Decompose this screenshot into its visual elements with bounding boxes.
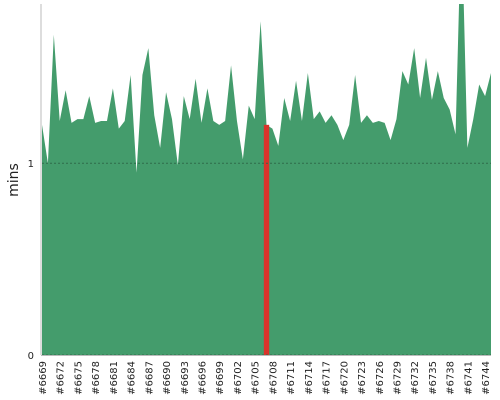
x-tick-label: #6723 <box>357 361 368 395</box>
x-tick-label: #6705 <box>251 361 262 395</box>
x-tick-label: #6696 <box>198 361 209 395</box>
x-tick-label: #6735 <box>428 361 439 395</box>
x-tick-label: #6672 <box>56 361 67 395</box>
y-tick-label: 0 <box>28 351 34 362</box>
x-tick-label: #6741 <box>463 361 474 395</box>
x-tick-label: #6726 <box>375 361 386 395</box>
x-tick-label: #6675 <box>73 361 84 395</box>
x-tick-label: #6729 <box>392 361 403 395</box>
x-tick-label: #6702 <box>233 361 244 395</box>
x-tick-label: #6678 <box>91 361 102 395</box>
x-tick-label: #6744 <box>481 361 492 395</box>
x-tick-label: #6699 <box>215 361 226 395</box>
x-tick-label: #6693 <box>180 361 191 395</box>
highlight-bar <box>263 124 270 355</box>
x-tick-label: #6708 <box>268 361 279 395</box>
plot-area <box>42 4 491 355</box>
y-axis-label: mins <box>6 163 22 197</box>
x-tick-label: #6714 <box>304 361 315 395</box>
x-tick-label: #6690 <box>162 361 173 395</box>
x-tick-label: #6684 <box>127 361 138 395</box>
x-tick-label: #6711 <box>286 361 297 395</box>
x-tick-label: #6669 <box>38 361 49 395</box>
x-tick-label: #6720 <box>339 361 350 395</box>
x-tick-label: #6717 <box>322 361 333 395</box>
x-tick-label: #6681 <box>109 361 120 395</box>
y-tick-label: 1 <box>28 159 34 170</box>
x-tick-label: #6732 <box>410 361 421 395</box>
x-tick-label: #6687 <box>144 361 155 395</box>
x-tick-label: #6738 <box>446 361 457 395</box>
